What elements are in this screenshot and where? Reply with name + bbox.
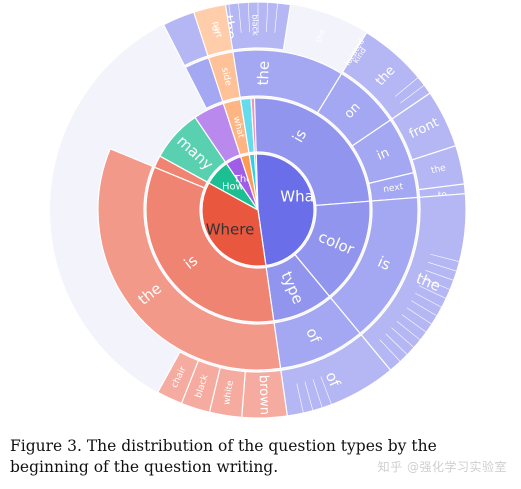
sliver-line [411,300,438,317]
label-ring3-the: the [430,163,447,176]
figure-caption: Figure 3. The distribution of the questi… [10,437,437,476]
sliver-line [401,314,427,333]
sliver-line [430,253,460,263]
sliver-line [418,285,447,299]
segment-ring2-where-6 [97,147,282,371]
sliver-line [238,2,242,33]
segment-ring1-other-9 [250,97,257,153]
sliver-line [274,2,278,33]
sliver-line [396,321,421,341]
label-ring0-Where: Where [206,220,255,238]
label-ring0-The: The [233,174,253,185]
segment-ring0-other-6 [253,153,259,211]
sliver-line [320,376,332,405]
sunburst-chart: What Where How The is color type is many what the o… [50,1,467,419]
label-ring0-What: What [280,188,320,206]
segment-ring1-where-3 [145,166,275,323]
label-ring2-side: side [219,67,233,88]
segment-ring2-why-7 [207,51,241,103]
sliver-line [400,84,425,104]
sliver-line [422,277,451,290]
label-ring3-white: white [222,379,236,405]
segment-ring3-where-10 [156,351,200,405]
label-ring2-the: the [254,60,273,85]
small-label-the: the [314,28,327,43]
sliver-line [428,262,457,272]
segment-ring3-why-11 [192,3,234,57]
watermark-text: 知乎 @强化学习实验室 [377,460,507,474]
segment-ring0-where-1 [201,182,267,267]
sliver-line [266,2,269,33]
small-label-part: part [211,20,223,38]
sunburst-svg: WhatWhereHowTheiscolortypeismanywhattheo… [50,1,467,419]
sliver-line [228,4,234,34]
label-ring2-in: in [375,145,392,164]
sliver-line [415,293,442,308]
small-label-black: black [250,14,259,36]
sliver-line [247,2,250,33]
label-ring2-next: next [383,182,405,195]
sliver-line [385,333,408,355]
sliver-line [406,307,433,325]
label-ring3-of: of [209,25,221,37]
sliver-line [296,383,304,414]
sliver-line [312,379,323,408]
label-ring0-How: How [222,182,244,193]
label-ring3-brown: brown [256,375,272,416]
sliver-line [394,77,419,97]
sliver-line [391,327,415,348]
sliver-line [304,381,314,411]
sliver-line [425,270,454,281]
sliver-line [379,339,401,362]
